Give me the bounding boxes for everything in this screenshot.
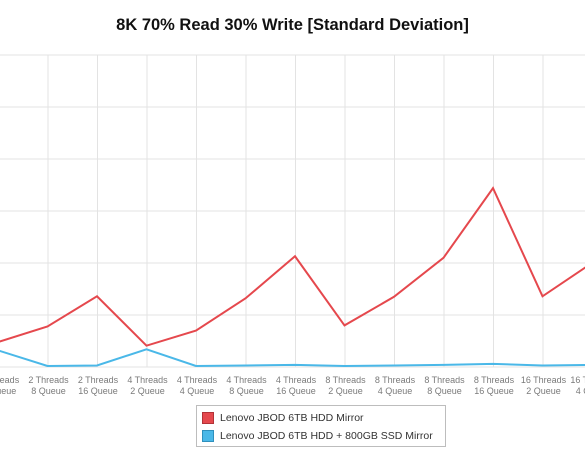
- series-line-2[interactable]: [0, 348, 585, 367]
- x-tick-label: 4 Threads 16 Queue: [276, 375, 317, 396]
- x-tick-label: 4 Threads 8 Queue: [226, 375, 267, 396]
- x-tick-label: 8 Threads 16 Queue: [474, 375, 515, 396]
- x-tick-label: 2 Threads 16 Queue: [78, 375, 119, 396]
- series-line-1[interactable]: [0, 186, 585, 347]
- legend-label-series-2: Lenovo JBOD 6TB HDD + 800GB SSD Mirror: [220, 430, 433, 442]
- legend-label-series-1: Lenovo JBOD 6TB HDD Mirror: [220, 412, 364, 424]
- x-tick-label: 16 Threads 2 Queue: [521, 375, 567, 396]
- x-tick-label: 2 Threads 8 Queue: [28, 375, 69, 396]
- legend: Lenovo JBOD 6TB HDD Mirror Lenovo JBOD 6…: [196, 405, 446, 447]
- legend-swatch-series-2: [202, 430, 214, 442]
- legend-item-series-2[interactable]: Lenovo JBOD 6TB HDD + 800GB SSD Mirror: [202, 429, 433, 443]
- legend-swatch-series-1: [202, 412, 214, 424]
- x-tick-label: 8 Threads 8 Queue: [424, 375, 465, 396]
- grid-lines: [0, 54, 585, 368]
- x-tick-label: 8 Threads 2 Queue: [325, 375, 366, 396]
- chart-title: 8K 70% Read 30% Write [Standard Deviatio…: [116, 16, 469, 34]
- legend-item-series-1[interactable]: Lenovo JBOD 6TB HDD Mirror: [202, 411, 364, 425]
- x-tick-label: 8 Threads 4 Queue: [375, 375, 416, 396]
- series-lines: [0, 186, 585, 367]
- x-tick-label: 4 Threads 2 Queue: [127, 375, 168, 396]
- x-tick-label: 4 Threads 4 Queue: [177, 375, 218, 396]
